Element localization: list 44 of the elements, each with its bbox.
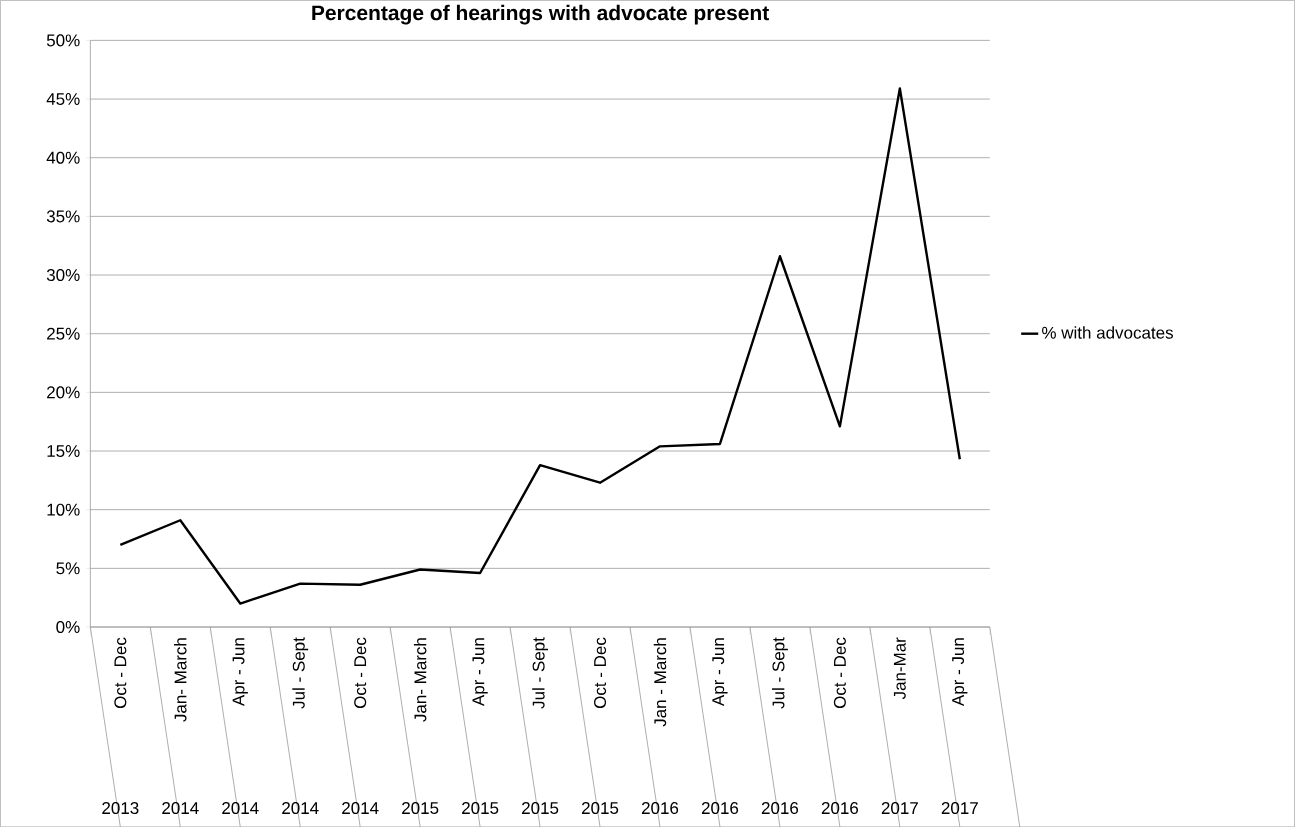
text: 2015: [402, 801, 439, 814]
text: 2015: [582, 801, 619, 814]
chart-title: Percentage of hearings with advocate present: [312, 4, 769, 25]
text: 2015: [522, 801, 559, 814]
x-tick-label: Jan- March: [413, 638, 427, 722]
text: 2017: [881, 801, 918, 814]
text: 2017: [941, 801, 978, 814]
x-tick-label: Jan-Mar: [893, 637, 906, 700]
x-tick-label: Jul - Sept: [772, 637, 788, 709]
text: 2014: [162, 801, 199, 814]
text: 2016: [701, 801, 739, 814]
text: 2016: [761, 801, 799, 814]
y-tick-label: 45%: [46, 92, 80, 105]
text: 2016: [641, 801, 679, 814]
x-tick-label: Oct - Dec: [354, 637, 367, 708]
x-tick-label: Apr - Jun: [472, 638, 488, 706]
y-tick-label: 10%: [47, 503, 80, 516]
x-tick-label: Oct - Dec: [594, 637, 607, 708]
y-tick-label: 50%: [46, 34, 80, 47]
y-tick-label: 25%: [47, 327, 80, 340]
y-tick-label: 0%: [56, 620, 80, 633]
text: 2014: [282, 801, 319, 814]
y-tick-label: 40%: [46, 151, 80, 164]
x-tick-label: Apr - Jun: [232, 638, 248, 706]
legend-label: % with advocates: [1042, 326, 1173, 339]
y-tick-label: 35%: [46, 210, 80, 223]
y-tick-label: 30%: [46, 268, 80, 281]
x-tick-label: Apr - Jun: [952, 638, 968, 706]
x-tick-label: Jul - Sept: [532, 637, 548, 709]
y-tick-label: 20%: [47, 386, 80, 399]
x-tick-label: Jan - March: [653, 638, 667, 727]
text: 2013: [102, 801, 139, 814]
x-tick-label: Apr - Jun: [712, 638, 728, 706]
x-tick-label: Jan- March: [174, 638, 187, 722]
y-tick-label: 5%: [56, 562, 80, 575]
x-tick-label: Jul - Sept: [292, 637, 309, 709]
text: 2015: [462, 801, 499, 814]
x-tick-label: Oct - Dec: [114, 637, 127, 708]
y-tick-label: 15%: [47, 444, 80, 457]
x-tick-label: Oct - Dec: [833, 637, 846, 708]
text: 2014: [342, 801, 379, 814]
text: 2016: [821, 801, 859, 814]
text: 2014: [222, 801, 259, 814]
line-series: [119, 87, 962, 605]
